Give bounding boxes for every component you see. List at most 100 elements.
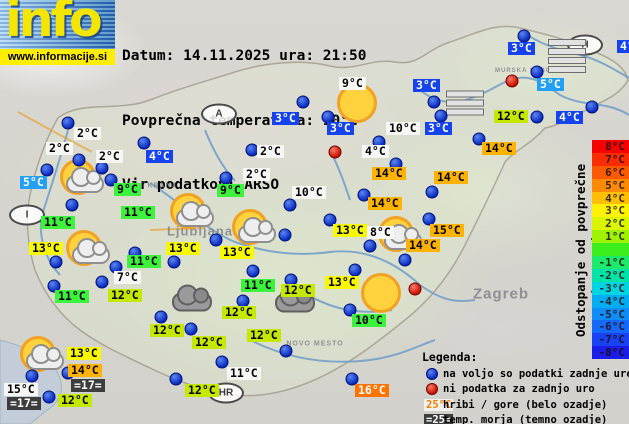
sun-cloud-icon: [170, 193, 214, 229]
station-marker-dot-blue: [154, 310, 168, 324]
sun-cloud-icon: [20, 336, 64, 372]
cloud-shape: [66, 167, 104, 193]
station-temp-label: 8°C: [367, 226, 394, 239]
scale-cell: -4°C: [592, 294, 629, 308]
scale-cell: -2°C: [592, 268, 629, 282]
logo-url-label[interactable]: www.informacije.si: [0, 49, 115, 65]
station-marker-dot-blue: [283, 198, 297, 212]
sun-cloud-icon: [66, 230, 110, 266]
map-legend: Legenda: na voljo so podatki zadnje ure n…: [422, 350, 629, 424]
station-temp-label: 2°C: [74, 127, 101, 140]
sun-cloud-icon: [232, 209, 276, 245]
station-marker-dot-red: [505, 74, 519, 88]
station-marker-dot-blue: [25, 369, 39, 383]
logo-wordmark: info: [5, 0, 103, 48]
scale-cell: 3°C: [592, 204, 629, 217]
station-temp-label: 2°C: [46, 142, 73, 155]
station-temp-label: 15°C: [4, 383, 38, 396]
station-temp-label: 11°C: [241, 279, 275, 292]
scale-cell: -6°C: [592, 320, 629, 333]
station-temp-label: 7°C: [114, 271, 141, 284]
scale-cell: -5°C: [592, 307, 629, 321]
station-temp-label: 10°C: [352, 314, 386, 327]
station-marker-dot-blue: [278, 228, 292, 242]
sun-shape: [361, 273, 401, 313]
station-temp-label: 13°C: [67, 347, 101, 360]
station-temp-label: 9°C: [339, 77, 366, 90]
legend-marker: =25=: [424, 414, 454, 424]
station-marker-dot-blue: [279, 344, 293, 358]
scale-cell: 2°C: [592, 217, 629, 230]
station-temp-label: =17=: [7, 397, 41, 410]
station-marker-dot-red: [408, 282, 422, 296]
station-marker-dot-blue: [530, 110, 544, 124]
site-logo[interactable]: info www.informacije.si: [0, 0, 115, 65]
station-marker-dot-blue: [427, 95, 441, 109]
station-temp-label: 13°C: [29, 242, 63, 255]
cloud-shape: [176, 201, 214, 227]
legend-item-text: na voljo so podatki zadnje ure: [443, 367, 629, 380]
fog-icon: [548, 39, 586, 75]
station-temp-label: 10°C: [292, 186, 326, 199]
city-label: KRANJ: [147, 182, 177, 190]
station-temp-label: 12°C: [247, 329, 281, 342]
scale-cell: -1°C: [592, 256, 629, 269]
station-temp-label: 3°C: [508, 42, 535, 55]
scale-title: Odstopanje od povprečne temperature:: [573, 163, 603, 337]
legend-item-text: hribi / gore (belo ozadje): [443, 398, 608, 411]
city-label: Zagreb: [472, 285, 530, 303]
station-temp-label: 11°C: [121, 206, 155, 219]
station-temp-label: 12°C: [192, 336, 226, 349]
fog-bar: [548, 48, 586, 55]
station-marker-dot-blue: [184, 322, 198, 336]
station-temp-label: 4°C: [556, 111, 583, 124]
station-temp-label: 12°C: [222, 306, 256, 319]
station-temp-label: 13°C: [333, 224, 367, 237]
station-marker-dot-blue: [95, 161, 109, 175]
scale-cell: [592, 243, 629, 257]
scale-cell: 6°C: [592, 165, 629, 179]
dark-cloud-icon: [172, 284, 212, 312]
station-temp-label: 12°C: [150, 324, 184, 337]
station-temp-label: 3°C: [425, 122, 452, 135]
scale-cell: -7°C: [592, 333, 629, 346]
sun-icon: [361, 273, 401, 313]
legend-row: na voljo so podatki zadnje ure: [422, 366, 629, 382]
station-marker-dot-blue: [61, 116, 75, 130]
fog-bar: [548, 57, 586, 64]
station-temp-label: 11°C: [55, 290, 89, 303]
station-temp-label: 13°C: [325, 276, 359, 289]
legend-title: Legenda:: [422, 350, 478, 364]
station-temp-label: 14°C: [368, 197, 402, 210]
station-temp-label: 12°C: [58, 394, 92, 407]
legend-row: 25°C hribi / gore (belo ozadje): [422, 397, 629, 413]
station-marker-dot-blue: [209, 233, 223, 247]
station-temp-label: 5°C: [20, 176, 47, 189]
fog-bar: [446, 90, 484, 98]
legend-marker: [426, 367, 441, 380]
station-temp-label: 11°C: [127, 255, 161, 268]
station-temp-label: 4°C: [362, 145, 389, 158]
station-temp-label: 2°C: [96, 150, 123, 163]
scale-cell: 7°C: [592, 152, 629, 166]
station-marker-dot-blue: [363, 239, 377, 253]
cloud-shape: [72, 238, 110, 264]
station-marker-dot-blue: [137, 136, 151, 150]
fog-bar: [446, 99, 484, 107]
station-temp-label: 2°C: [243, 168, 270, 181]
station-temp-label: 14°C: [68, 364, 102, 377]
station-marker-dot-blue: [398, 253, 412, 267]
station-temp-label: 10°C: [386, 122, 420, 135]
station-temp-label: 11°C: [227, 367, 261, 380]
station-temp-label: 12°C: [108, 289, 142, 302]
fog-bar: [446, 108, 484, 116]
station-marker-dot-blue: [169, 372, 183, 386]
legend-row: ni podatka za zadnjo uro: [422, 382, 629, 398]
station-temp-label: 12°C: [494, 110, 528, 123]
cloud-shape: [238, 217, 276, 243]
station-temp-label: 14°C: [372, 167, 406, 180]
scale-cell: -3°C: [592, 281, 629, 295]
legend-item-text: ni podatka za zadnjo uro: [443, 383, 595, 396]
temperature-deviation-scale: 8°C 7°C 6°C 5°C 4°C 3°C 2°C 1°C -1°C -2°C -3°C -4°C…: [592, 140, 629, 359]
